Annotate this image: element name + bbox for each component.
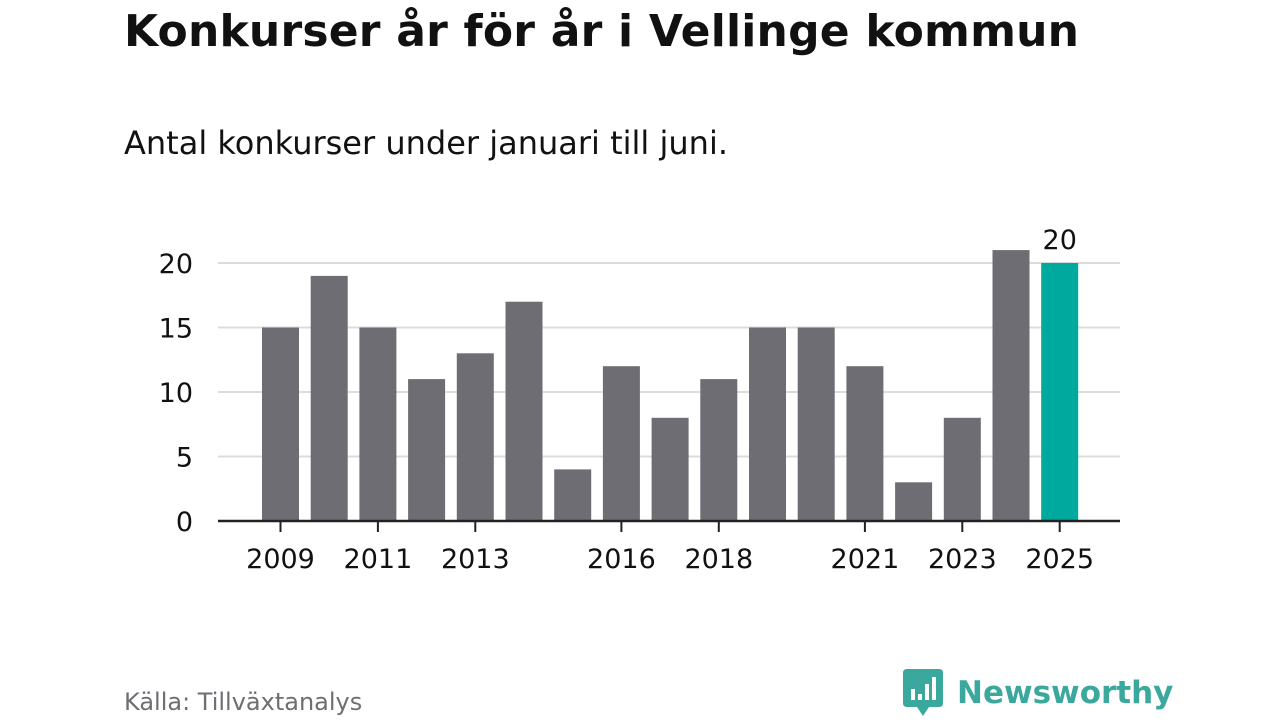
chart-subtitle: Antal konkurser under januari till juni.: [124, 124, 728, 162]
x-tick-label-2009: 2009: [246, 544, 315, 575]
bar-2020: [797, 327, 835, 521]
bar-2015: [554, 469, 592, 521]
x-tick-label-2016: 2016: [587, 544, 656, 575]
brand-name: Newsworthy: [957, 675, 1174, 711]
bar-2016: [602, 366, 640, 521]
x-tick-label-2018: 2018: [684, 544, 753, 575]
bar-2023: [943, 417, 981, 521]
bar-2009: [262, 327, 299, 521]
bar-2011: [359, 327, 397, 521]
x-tick-label-2013: 2013: [441, 544, 510, 575]
x-tick-label-2025: 2025: [1025, 544, 1094, 575]
bar-2010: [310, 275, 348, 521]
bar-2017: [651, 417, 689, 521]
bar-2012: [408, 379, 446, 521]
brand-logo: Newsworthy: [903, 669, 1173, 717]
bar-2024: [992, 250, 1030, 521]
x-tick-label-2011: 2011: [344, 544, 413, 575]
bar-2013: [456, 353, 494, 521]
data-labels: 20: [1043, 225, 1077, 256]
chart-title: Konkurser år för år i Vellinge kommun: [124, 6, 1080, 57]
y-axis-labels: 0 5 10 15 20: [159, 249, 193, 538]
bars: [262, 250, 1079, 521]
bar-2014: [505, 301, 543, 521]
bar-2025: [1041, 263, 1079, 521]
x-tick-label-2023: 2023: [928, 544, 997, 575]
newsworthy-logo-icon: [903, 669, 943, 716]
y-tick-label-15: 15: [159, 314, 193, 345]
bar-2021: [846, 366, 884, 521]
y-tick-label-10: 10: [159, 378, 193, 409]
y-tick-label-5: 5: [176, 443, 193, 474]
bar-2019: [749, 327, 786, 521]
bar-2018: [700, 379, 738, 521]
source-note: Källa: Tillväxtanalys: [124, 688, 363, 716]
data-label-2025: 20: [1043, 225, 1077, 256]
y-tick-label-20: 20: [159, 249, 193, 280]
y-tick-label-0: 0: [176, 507, 193, 538]
x-tick-label-2021: 2021: [831, 544, 900, 575]
bar-2022: [895, 482, 933, 521]
x-axis: 2009 2011 2013 2016 2018 2021 2023 2025: [218, 519, 1120, 575]
